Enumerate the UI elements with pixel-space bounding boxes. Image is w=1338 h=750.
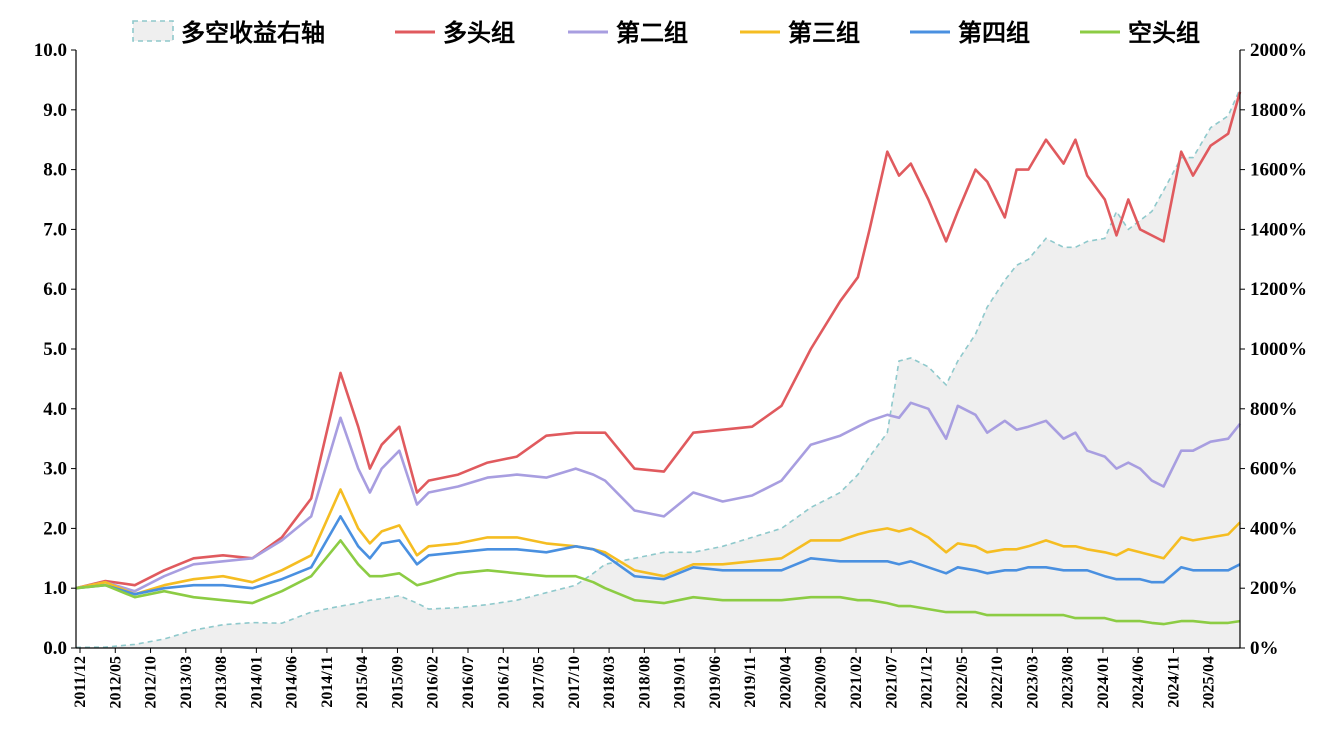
- x-tick-label: 2014/06: [284, 656, 301, 708]
- y2-tick-label: 2000%: [1250, 40, 1307, 61]
- y2-tick-label: 1400%: [1250, 219, 1307, 240]
- y2-tick-label: 600%: [1250, 459, 1298, 480]
- y2-tick-label: 0%: [1250, 638, 1279, 659]
- y-tick-label: 9.0: [43, 100, 67, 121]
- legend: 多空收益右轴 多头组 第二组 第三组 第四组 空头组: [132, 19, 1200, 47]
- series-line-2: [75, 401, 1242, 593]
- x-tick-label: 2023/03: [1024, 656, 1041, 708]
- legend-label: 多头组: [443, 19, 515, 47]
- x-tick-label: 2012/05: [107, 656, 124, 708]
- legend-label: 空头组: [1128, 19, 1200, 47]
- y2-tick-label: 1800%: [1250, 100, 1307, 121]
- x-tick-label: 2020/04: [777, 656, 794, 708]
- x-tick-label: 2019/01: [672, 656, 689, 708]
- y-tick-label: 0.0: [43, 638, 67, 659]
- x-tick-label: 2022/10: [989, 656, 1006, 708]
- series-line-1: [75, 91, 1242, 590]
- y2-tick-label: 1000%: [1250, 339, 1307, 360]
- y2-tick-label: 200%: [1250, 578, 1298, 599]
- x-tick-label: 2021/02: [848, 656, 865, 708]
- y2-tick-label: 800%: [1250, 399, 1298, 420]
- y-tick-label: 5.0: [43, 339, 67, 360]
- x-tick-label: 2020/09: [813, 656, 830, 708]
- x-tick-label: 2021/12: [919, 656, 936, 708]
- legend-label: 多空收益右轴: [181, 19, 325, 47]
- x-tick-label: 2013/03: [178, 656, 195, 708]
- legend-label: 第三组: [788, 19, 860, 47]
- plot-area: [75, 88, 1242, 649]
- series-line-3: [75, 488, 1241, 596]
- series-line-5: [75, 539, 1241, 626]
- x-tick-label: 2019/06: [707, 656, 724, 708]
- y-tick-label: 10.0: [34, 40, 67, 61]
- legend-swatch: [132, 20, 174, 42]
- x-tick-label: 2013/08: [213, 656, 230, 708]
- y-tick-label: 1.0: [43, 578, 67, 599]
- x-tick-label: 2018/03: [601, 656, 618, 708]
- legend-label: 第二组: [616, 19, 688, 47]
- x-tick-label: 2025/04: [1201, 656, 1218, 708]
- x-tick-label: 2019/11: [742, 656, 759, 708]
- series-area-0: [76, 88, 1240, 648]
- x-tick-label: 2018/08: [636, 656, 653, 708]
- y-tick-label: 8.0: [43, 160, 67, 181]
- y-tick-label: 2.0: [43, 518, 67, 539]
- series-line-0: [75, 88, 1241, 649]
- x-tick-label: 2011/12: [72, 656, 89, 708]
- x-tick-label: 2012/10: [143, 656, 160, 708]
- series-line-4: [75, 515, 1241, 596]
- x-tick-label: 2015/04: [354, 656, 371, 708]
- legend-label: 第四组: [958, 19, 1030, 47]
- y-tick-label: 6.0: [43, 279, 67, 300]
- y2-tick-label: 400%: [1250, 518, 1298, 539]
- x-tick-label: 2015/09: [389, 656, 406, 708]
- x-tick-label: 2024/01: [1095, 656, 1112, 708]
- x-tick-label: 2024/11: [1165, 656, 1182, 708]
- y-tick-label: 7.0: [43, 219, 67, 240]
- axes: 0.0 1.0 2.0 3.0 4.0 5.0 6.0 7.0 8.0 9.0 10.0 0% 200%…: [34, 40, 1307, 708]
- y-tick-label: 4.0: [43, 399, 67, 420]
- x-tick-label: 2014/01: [248, 656, 265, 708]
- x-tick-label: 2024/06: [1130, 656, 1147, 708]
- x-tick-label: 2016/07: [460, 656, 477, 708]
- x-tick-label: 2023/08: [1060, 656, 1077, 708]
- y2-tick-label: 1600%: [1250, 160, 1307, 181]
- x-tick-label: 2017/05: [531, 656, 548, 708]
- x-tick-label: 2016/02: [425, 656, 442, 708]
- y-tick-label: 3.0: [43, 459, 67, 480]
- x-tick-label: 2016/12: [495, 656, 512, 708]
- x-tick-label: 2021/07: [883, 656, 900, 708]
- y2-tick-label: 1200%: [1250, 279, 1307, 300]
- x-tick-label: 2014/11: [319, 656, 336, 708]
- x-tick-label: 2022/05: [954, 656, 971, 708]
- x-tick-label: 2017/10: [566, 656, 583, 708]
